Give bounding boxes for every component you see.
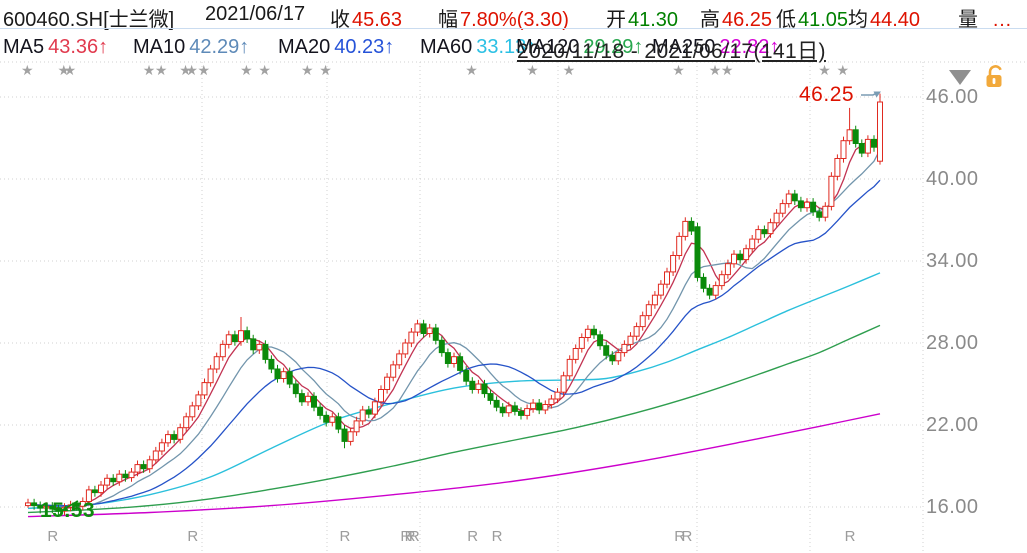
chevron-down-icon[interactable]: [949, 70, 971, 85]
quote-header: 600460.SH[士兰微] 2021/06/17 收 45.63 幅 7.80%(…: [0, 0, 1027, 31]
ma-legend-row: MA5 43.36↑ MA10 42.29↑ MA20 40.23↑ MA60 33.1…: [0, 29, 1027, 87]
quote-field-high: 高 46.25: [700, 9, 773, 31]
date-range-link[interactable]: 2020/11/18 - 2021/06/17(141日): [517, 40, 826, 63]
quote-field-volume: 量…: [958, 9, 1012, 31]
ma10-legend: MA10 42.29↑: [133, 36, 250, 58]
ma250-legend: MA250 22.82↑: [652, 36, 780, 58]
ma120-legend: MA120 29.29↑: [516, 36, 644, 58]
stock-symbol: 600460.SH[士兰微]: [3, 9, 175, 31]
ma60-legend: MA60 33.13↑: [420, 36, 537, 58]
unlock-icon[interactable]: [984, 65, 1014, 94]
quote-date: 2021/06/17: [205, 3, 306, 25]
quote-field-open: 开 41.30: [606, 9, 679, 31]
header-divider: [0, 28, 1027, 29]
ma5-legend: MA5 43.36↑: [3, 36, 109, 58]
quote-field-close: 收 45.63: [330, 9, 403, 31]
quote-field-avg: 均 44.40: [848, 9, 921, 31]
ma20-legend: MA20 40.23↑: [278, 36, 395, 58]
quote-field-low: 低 41.05: [776, 9, 849, 31]
quote-field-change: 幅 7.80%(3.30): [438, 9, 569, 31]
